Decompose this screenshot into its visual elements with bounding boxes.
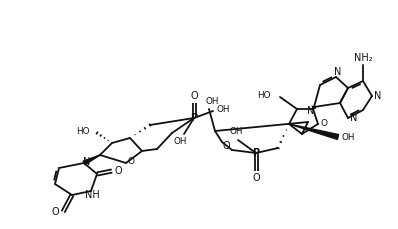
Polygon shape: [289, 124, 339, 139]
Text: N: N: [374, 91, 382, 101]
Text: NH₂: NH₂: [354, 53, 372, 63]
Text: N: N: [83, 157, 91, 167]
Text: N: N: [350, 113, 358, 123]
Text: P: P: [190, 113, 197, 123]
Text: HO: HO: [258, 90, 271, 99]
Polygon shape: [312, 106, 316, 109]
Text: O: O: [51, 207, 59, 217]
Text: N: N: [307, 106, 315, 116]
Text: OH: OH: [341, 134, 355, 142]
Text: O: O: [222, 141, 230, 151]
Text: N: N: [334, 67, 342, 77]
Text: NH: NH: [85, 190, 100, 200]
Text: OH: OH: [205, 96, 219, 106]
Text: OH: OH: [229, 128, 243, 136]
Text: O: O: [252, 173, 260, 183]
Text: O: O: [320, 120, 328, 128]
Text: P: P: [252, 148, 259, 158]
Text: O: O: [114, 166, 122, 176]
Polygon shape: [83, 155, 100, 165]
Text: OH: OH: [216, 106, 230, 114]
Text: HO: HO: [76, 126, 90, 136]
Text: O: O: [127, 158, 135, 166]
Text: OH: OH: [173, 137, 187, 147]
Text: O: O: [190, 91, 198, 101]
